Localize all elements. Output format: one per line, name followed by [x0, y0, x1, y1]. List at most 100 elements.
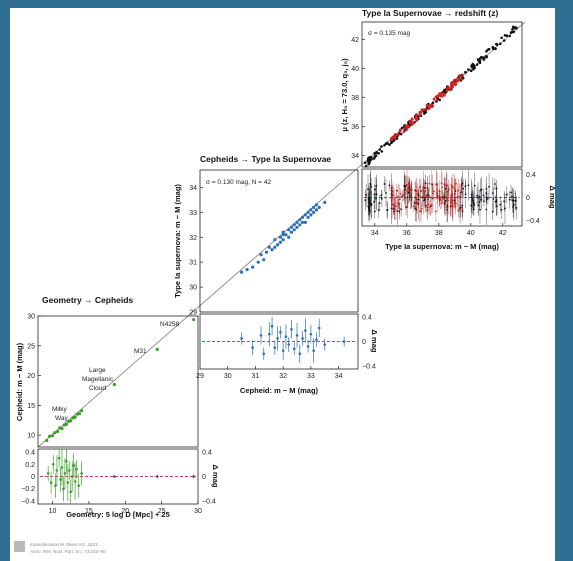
supernova-point: [427, 107, 431, 110]
supernova-residual-point: [443, 196, 446, 199]
annotation-lmc-2: Magellanic: [82, 376, 114, 383]
supernova-point: [475, 63, 479, 66]
supernova-residual-point: [480, 198, 483, 201]
residual-tick-label: 0.4: [526, 172, 536, 179]
supernova-residual-point: [377, 209, 380, 211]
cepheid-point: [303, 213, 307, 217]
geometry-point: [155, 347, 159, 351]
residual-frame-geometry: [37, 448, 199, 505]
cepheid-point: [314, 208, 319, 212]
geometry-point: [50, 434, 55, 438]
supernova-residual-point: [470, 193, 473, 196]
geometry-residual-points: [40, 449, 196, 504]
supernova-point: [394, 133, 398, 137]
supernova-residual-point: [420, 207, 423, 210]
geometry-residual-point: [46, 472, 50, 475]
cepheid-residual-point: [267, 332, 271, 336]
residual-tick-label: 0: [526, 195, 530, 202]
y-tick-label: 40: [351, 66, 359, 73]
supernova-residual-point: [512, 205, 515, 208]
credit-line-1: Kamionkowski M, Riess AG. 2023.: [30, 542, 99, 547]
cepheid-point: [300, 215, 305, 219]
supernova-residual-point: [429, 205, 432, 208]
cepheid-point: [270, 248, 274, 252]
supernova-point: [482, 58, 486, 61]
supernova-residual-point: [392, 190, 394, 193]
supernova-point: [456, 80, 459, 83]
cepheid-point: [317, 205, 321, 209]
supernova-point: [420, 108, 424, 112]
supernova-residual-point: [422, 185, 425, 188]
geometry-residual-point: [73, 480, 77, 483]
geometry-residual-point: [55, 469, 59, 472]
cepheid-residual-point: [298, 352, 302, 356]
supernova-point: [424, 107, 427, 111]
cepheid-residual-points: [202, 317, 356, 363]
supernova-residual-point: [364, 199, 367, 202]
supernova-point: [454, 82, 458, 86]
y-tick-label: 34: [351, 153, 359, 160]
supernova-residual-point: [450, 184, 453, 186]
cepheid-point: [292, 223, 296, 227]
geometry-point: [73, 415, 77, 419]
cepheid-point: [312, 210, 316, 214]
geometry-residual-point: [63, 472, 67, 475]
x-tick-label: 31: [252, 373, 260, 380]
supernova-point: [372, 157, 376, 160]
annotation-redshift-sigma: σ = 0.135 mag: [368, 30, 411, 37]
x-tick-label: 25: [158, 508, 166, 515]
supernova-point: [377, 152, 380, 155]
supernova-residual-point: [436, 183, 438, 186]
supernova-residual-point: [454, 190, 457, 193]
x-tick-label: 40: [467, 230, 475, 237]
supernova-residual-point: [441, 186, 443, 189]
supernova-residual-point: [503, 200, 506, 203]
cepheid-point: [281, 238, 285, 242]
cepheid-point: [298, 223, 302, 227]
cepheid-point: [256, 260, 260, 264]
supernova-residual-point: [395, 205, 398, 208]
y-tick-label: 29: [189, 310, 197, 317]
supernova-residual-point: [435, 210, 437, 213]
cepheid-point: [295, 220, 299, 224]
x-tick-label: 32: [279, 373, 287, 380]
supernova-point: [446, 87, 449, 90]
supernova-residual-point: [375, 184, 378, 187]
supernova-point: [514, 26, 517, 30]
supernova-residual-point: [420, 190, 422, 192]
panel-title-cepheids: Cepheids → Type Ia Supernovae: [200, 154, 331, 164]
geometry-residual-point: [113, 475, 116, 478]
geometry-point: [112, 382, 116, 387]
supernova-residual-point: [464, 193, 467, 196]
geometry-residual-point: [75, 467, 78, 471]
plot-frame-geometry: [37, 315, 199, 448]
supernova-point: [438, 98, 442, 102]
supernova-residual-point: [505, 193, 508, 196]
annotation-m31: M31: [134, 348, 147, 355]
cepheid-residual-point: [251, 346, 254, 349]
supernova-point: [461, 74, 464, 77]
supernova-residual-point: [499, 203, 502, 206]
supernova-residual-point: [494, 183, 496, 185]
supernova-residual-point: [397, 195, 400, 198]
cepheid-tick-labels: 29 30 31 32 33 34 29 30 31 32 33 34 0.4 0 −0.4: [189, 185, 376, 380]
credit-line-2: Annu. Rev. Nucl. Part. Sci. 73:153–80: [30, 549, 106, 554]
supernova-residual-point: [460, 185, 463, 188]
cepheid-residual-point: [312, 349, 315, 352]
cepheid-point: [284, 233, 288, 237]
cepheid-residual-point: [323, 343, 327, 346]
supernova-residual-point: [515, 207, 518, 209]
redshift-residual-label: Δ mag: [548, 186, 557, 209]
x-tick-label: 30: [224, 373, 232, 380]
residual-tick-label: 0.2: [25, 462, 35, 469]
cepheid-point: [314, 203, 319, 207]
y-tick-label: 36: [351, 124, 359, 131]
cepheid-residual-point: [304, 329, 307, 332]
supernova-residual-point: [409, 188, 411, 191]
supernova-point: [388, 143, 391, 147]
geometry-residual-point: [57, 456, 61, 460]
x-tick-label: 20: [121, 508, 129, 515]
y-tick-label: 15: [27, 403, 35, 410]
supernova-point: [440, 91, 443, 95]
y-tick-label: 34: [189, 185, 197, 192]
